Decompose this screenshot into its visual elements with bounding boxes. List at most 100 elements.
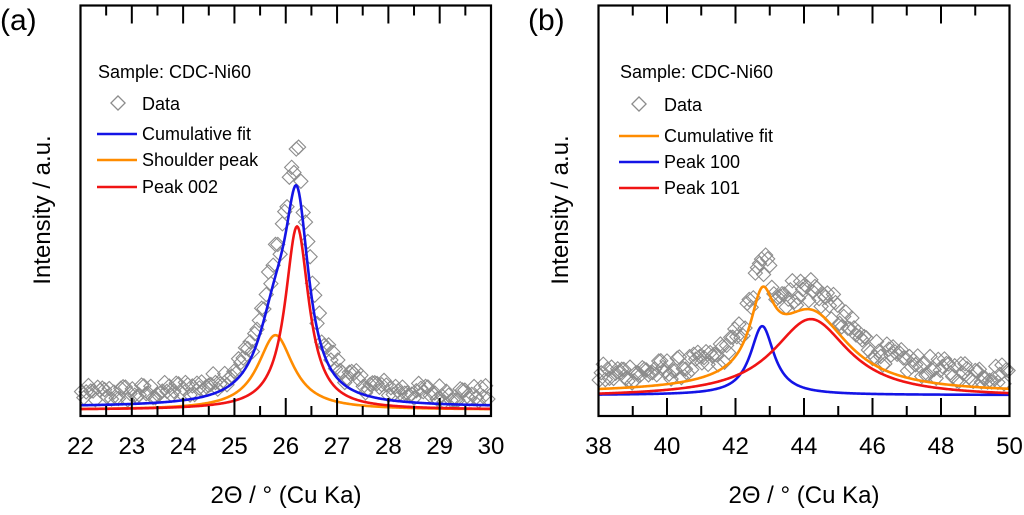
x-tick-label: 23 xyxy=(118,433,145,460)
data-point xyxy=(230,350,247,367)
legend-entry-cumulative-fit: Cumulative fit xyxy=(619,126,773,146)
cumulative-fit-curve xyxy=(80,183,492,407)
data-point xyxy=(731,316,747,332)
x-tick-label: 38 xyxy=(585,433,612,460)
data-point xyxy=(385,386,402,403)
x-tick-label: 42 xyxy=(722,433,749,460)
peak-100-curve xyxy=(598,324,1010,397)
data-point xyxy=(829,297,846,313)
data-point xyxy=(702,344,719,361)
data-point xyxy=(920,366,936,383)
curve-layer-a xyxy=(80,183,492,411)
data-point xyxy=(200,377,217,394)
plot-frame-b xyxy=(597,4,1011,418)
data-point xyxy=(975,370,992,386)
data-point xyxy=(815,286,832,303)
x-tick-label: 26 xyxy=(272,433,299,460)
data-point xyxy=(720,344,737,361)
data-point xyxy=(922,348,938,365)
legend-diamond-marker xyxy=(631,96,647,112)
legend-entry-peak-101: Peak 101 xyxy=(619,178,740,198)
data-point xyxy=(774,285,790,302)
data-point xyxy=(967,362,984,379)
plot-frame-a xyxy=(79,4,493,418)
panel-label-b: (b) xyxy=(528,4,565,37)
data-point xyxy=(73,383,90,400)
legend-label: Cumulative fit xyxy=(142,124,251,144)
data-point xyxy=(237,339,254,356)
legend-a: Sample: CDC-Ni60 Data Cumulative fit Sho… xyxy=(97,62,259,197)
x-axis-label-b: 2Θ / ° (Cu Ka) xyxy=(729,482,880,509)
data-point xyxy=(827,294,844,311)
data-point xyxy=(341,364,358,381)
y-axis-label-a: Intensity / a.u. xyxy=(29,135,56,284)
data-point xyxy=(798,278,815,295)
data-point xyxy=(133,377,150,393)
y-axis-label-b: Intensity / a.u. xyxy=(547,135,574,284)
data-point xyxy=(394,379,411,395)
data-point xyxy=(456,382,473,399)
tick-layer-a: 22 23 24 25 26 27 28 29 30 xyxy=(67,5,504,460)
legend-label: Peak 101 xyxy=(664,178,740,198)
data-point xyxy=(636,361,653,377)
data-point xyxy=(854,332,871,348)
data-point xyxy=(800,292,817,309)
x-tick-label: 28 xyxy=(375,433,402,460)
data-point xyxy=(149,386,166,403)
legend-label: Cumulative fit xyxy=(664,126,773,146)
data-point xyxy=(207,374,224,391)
data-point xyxy=(140,385,157,402)
x-tick-label: 24 xyxy=(170,433,197,460)
data-point xyxy=(837,304,854,320)
data-point xyxy=(290,139,307,155)
data-point xyxy=(650,353,667,369)
data-point xyxy=(911,358,928,375)
data-point xyxy=(893,341,910,358)
peak-002-curve xyxy=(80,225,492,411)
data-point xyxy=(946,357,963,374)
data-point xyxy=(601,370,618,387)
legend-entry-shoulder-peak: Shoulder peak xyxy=(97,150,259,170)
data-point xyxy=(665,362,682,379)
legend-header-b: Sample: CDC-Ni60 xyxy=(620,62,773,82)
cumulative-fit-curve xyxy=(598,285,1010,391)
data-point xyxy=(755,266,772,283)
legend-label: Shoulder peak xyxy=(142,150,259,170)
x-tick-label: 29 xyxy=(426,433,453,460)
data-point xyxy=(286,164,302,181)
legend-diamond-marker xyxy=(110,95,126,111)
legend-entry-cumulative-fit: Cumulative fit xyxy=(97,124,251,144)
legend-label: Data xyxy=(664,95,703,115)
x-tick-label: 27 xyxy=(324,433,351,460)
x-tick-label: 46 xyxy=(859,433,886,460)
legend-entry-peak-002: Peak 002 xyxy=(97,177,218,197)
data-point xyxy=(700,356,716,373)
data-point xyxy=(749,259,766,276)
legend-entry-peak-100: Peak 100 xyxy=(619,152,740,172)
legend-b: Sample: CDC-Ni60 Data Cumulative fit Pea… xyxy=(619,62,773,198)
data-point xyxy=(325,344,342,361)
data-point xyxy=(985,370,1002,387)
legend-entry-data: Data xyxy=(631,95,703,115)
data-point xyxy=(856,328,873,345)
data-point xyxy=(117,379,134,395)
data-point xyxy=(288,141,305,157)
data-point xyxy=(671,349,688,365)
legend-label: Peak 002 xyxy=(142,177,218,197)
data-point xyxy=(138,385,155,402)
data-point xyxy=(1000,362,1016,379)
data-point xyxy=(761,257,778,274)
data-point xyxy=(320,337,337,353)
data-point xyxy=(669,350,686,367)
data-point xyxy=(726,321,743,337)
data-point xyxy=(971,361,988,378)
data-point xyxy=(842,320,858,337)
data-point xyxy=(260,264,277,280)
data-point xyxy=(353,367,369,384)
legend-label: Data xyxy=(142,94,181,114)
data-point xyxy=(626,372,642,389)
data-point xyxy=(994,357,1010,373)
data-point xyxy=(339,370,355,386)
data-point xyxy=(714,338,731,355)
